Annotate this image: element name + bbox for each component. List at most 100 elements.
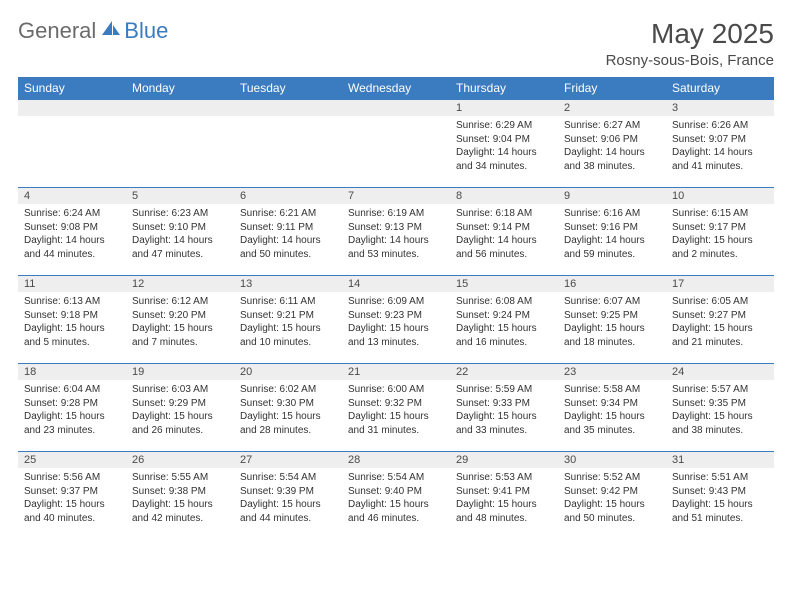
- daylight-text: Daylight: 15 hours and 2 minutes.: [672, 234, 768, 261]
- day-number: 5: [126, 188, 234, 204]
- daylight-text: Daylight: 14 hours and 53 minutes.: [348, 234, 444, 261]
- day-cell: 3Sunrise: 6:26 AMSunset: 9:07 PMDaylight…: [666, 100, 774, 188]
- day-cell: 5Sunrise: 6:23 AMSunset: 9:10 PMDaylight…: [126, 188, 234, 276]
- day-number: 16: [558, 276, 666, 292]
- day-details: Sunrise: 6:07 AMSunset: 9:25 PMDaylight:…: [558, 292, 666, 353]
- calendar-table: SundayMondayTuesdayWednesdayThursdayFrid…: [18, 77, 774, 540]
- day-header: Tuesday: [234, 77, 342, 100]
- sunset-text: Sunset: 9:37 PM: [24, 485, 120, 499]
- sunset-text: Sunset: 9:34 PM: [564, 397, 660, 411]
- sunrise-text: Sunrise: 5:57 AM: [672, 383, 768, 397]
- sunrise-text: Sunrise: 6:04 AM: [24, 383, 120, 397]
- sunrise-text: Sunrise: 6:02 AM: [240, 383, 336, 397]
- day-details: Sunrise: 6:24 AMSunset: 9:08 PMDaylight:…: [18, 204, 126, 265]
- sunrise-text: Sunrise: 6:29 AM: [456, 119, 552, 133]
- daylight-text: Daylight: 15 hours and 48 minutes.: [456, 498, 552, 525]
- day-number: 6: [234, 188, 342, 204]
- day-details: Sunrise: 6:29 AMSunset: 9:04 PMDaylight:…: [450, 116, 558, 177]
- day-cell: 1Sunrise: 6:29 AMSunset: 9:04 PMDaylight…: [450, 100, 558, 188]
- day-number: 7: [342, 188, 450, 204]
- sunrise-text: Sunrise: 6:00 AM: [348, 383, 444, 397]
- sunset-text: Sunset: 9:29 PM: [132, 397, 228, 411]
- sunrise-text: Sunrise: 5:54 AM: [240, 471, 336, 485]
- sunset-text: Sunset: 9:06 PM: [564, 133, 660, 147]
- day-details: Sunrise: 6:00 AMSunset: 9:32 PMDaylight:…: [342, 380, 450, 441]
- daylight-text: Daylight: 15 hours and 35 minutes.: [564, 410, 660, 437]
- daylight-text: Daylight: 15 hours and 44 minutes.: [240, 498, 336, 525]
- logo-sail-icon: [100, 19, 122, 42]
- sunset-text: Sunset: 9:13 PM: [348, 221, 444, 235]
- sunrise-text: Sunrise: 5:53 AM: [456, 471, 552, 485]
- daylight-text: Daylight: 15 hours and 13 minutes.: [348, 322, 444, 349]
- sunset-text: Sunset: 9:16 PM: [564, 221, 660, 235]
- day-details: Sunrise: 6:05 AMSunset: 9:27 PMDaylight:…: [666, 292, 774, 353]
- daylight-text: Daylight: 15 hours and 16 minutes.: [456, 322, 552, 349]
- sunrise-text: Sunrise: 6:08 AM: [456, 295, 552, 309]
- sunrise-text: Sunrise: 6:24 AM: [24, 207, 120, 221]
- daylight-text: Daylight: 15 hours and 10 minutes.: [240, 322, 336, 349]
- day-cell: 13Sunrise: 6:11 AMSunset: 9:21 PMDayligh…: [234, 276, 342, 364]
- location-label: Rosny-sous-Bois, France: [606, 52, 774, 69]
- day-number: [126, 100, 234, 116]
- week-row: 11Sunrise: 6:13 AMSunset: 9:18 PMDayligh…: [18, 276, 774, 364]
- sunset-text: Sunset: 9:20 PM: [132, 309, 228, 323]
- day-cell: 30Sunrise: 5:52 AMSunset: 9:42 PMDayligh…: [558, 452, 666, 540]
- day-number: 29: [450, 452, 558, 468]
- day-cell: 14Sunrise: 6:09 AMSunset: 9:23 PMDayligh…: [342, 276, 450, 364]
- day-details: Sunrise: 6:21 AMSunset: 9:11 PMDaylight:…: [234, 204, 342, 265]
- sunrise-text: Sunrise: 5:52 AM: [564, 471, 660, 485]
- sunset-text: Sunset: 9:10 PM: [132, 221, 228, 235]
- sunrise-text: Sunrise: 5:59 AM: [456, 383, 552, 397]
- logo: General Blue: [18, 18, 168, 44]
- daylight-text: Daylight: 14 hours and 38 minutes.: [564, 146, 660, 173]
- day-details: Sunrise: 5:59 AMSunset: 9:33 PMDaylight:…: [450, 380, 558, 441]
- day-details: Sunrise: 6:12 AMSunset: 9:20 PMDaylight:…: [126, 292, 234, 353]
- day-cell: 2Sunrise: 6:27 AMSunset: 9:06 PMDaylight…: [558, 100, 666, 188]
- sunrise-text: Sunrise: 6:07 AM: [564, 295, 660, 309]
- day-cell: [342, 100, 450, 188]
- day-details: Sunrise: 5:54 AMSunset: 9:40 PMDaylight:…: [342, 468, 450, 529]
- day-number: 28: [342, 452, 450, 468]
- sunrise-text: Sunrise: 5:54 AM: [348, 471, 444, 485]
- day-number: 26: [126, 452, 234, 468]
- daylight-text: Daylight: 15 hours and 23 minutes.: [24, 410, 120, 437]
- week-row: 1Sunrise: 6:29 AMSunset: 9:04 PMDaylight…: [18, 100, 774, 188]
- daylight-text: Daylight: 15 hours and 18 minutes.: [564, 322, 660, 349]
- sunrise-text: Sunrise: 5:56 AM: [24, 471, 120, 485]
- week-row: 25Sunrise: 5:56 AMSunset: 9:37 PMDayligh…: [18, 452, 774, 540]
- day-cell: 26Sunrise: 5:55 AMSunset: 9:38 PMDayligh…: [126, 452, 234, 540]
- sunrise-text: Sunrise: 5:51 AM: [672, 471, 768, 485]
- day-details: Sunrise: 6:13 AMSunset: 9:18 PMDaylight:…: [18, 292, 126, 353]
- day-number: 12: [126, 276, 234, 292]
- daylight-text: Daylight: 14 hours and 44 minutes.: [24, 234, 120, 261]
- day-number: 8: [450, 188, 558, 204]
- day-number: 15: [450, 276, 558, 292]
- sunset-text: Sunset: 9:32 PM: [348, 397, 444, 411]
- day-number: 11: [18, 276, 126, 292]
- sunrise-text: Sunrise: 6:23 AM: [132, 207, 228, 221]
- day-cell: [126, 100, 234, 188]
- week-row: 18Sunrise: 6:04 AMSunset: 9:28 PMDayligh…: [18, 364, 774, 452]
- day-number: 9: [558, 188, 666, 204]
- daylight-text: Daylight: 14 hours and 41 minutes.: [672, 146, 768, 173]
- sunset-text: Sunset: 9:35 PM: [672, 397, 768, 411]
- sunrise-text: Sunrise: 6:27 AM: [564, 119, 660, 133]
- sunrise-text: Sunrise: 6:26 AM: [672, 119, 768, 133]
- sunset-text: Sunset: 9:08 PM: [24, 221, 120, 235]
- day-number: 1: [450, 100, 558, 116]
- day-header: Wednesday: [342, 77, 450, 100]
- day-details: Sunrise: 6:04 AMSunset: 9:28 PMDaylight:…: [18, 380, 126, 441]
- day-cell: 16Sunrise: 6:07 AMSunset: 9:25 PMDayligh…: [558, 276, 666, 364]
- sunset-text: Sunset: 9:27 PM: [672, 309, 768, 323]
- day-details: Sunrise: 5:57 AMSunset: 9:35 PMDaylight:…: [666, 380, 774, 441]
- day-cell: 12Sunrise: 6:12 AMSunset: 9:20 PMDayligh…: [126, 276, 234, 364]
- day-cell: 8Sunrise: 6:18 AMSunset: 9:14 PMDaylight…: [450, 188, 558, 276]
- day-number: [18, 100, 126, 116]
- daylight-text: Daylight: 15 hours and 21 minutes.: [672, 322, 768, 349]
- day-number: 17: [666, 276, 774, 292]
- day-cell: [234, 100, 342, 188]
- daylight-text: Daylight: 15 hours and 5 minutes.: [24, 322, 120, 349]
- day-cell: 17Sunrise: 6:05 AMSunset: 9:27 PMDayligh…: [666, 276, 774, 364]
- daylight-text: Daylight: 15 hours and 51 minutes.: [672, 498, 768, 525]
- sunset-text: Sunset: 9:40 PM: [348, 485, 444, 499]
